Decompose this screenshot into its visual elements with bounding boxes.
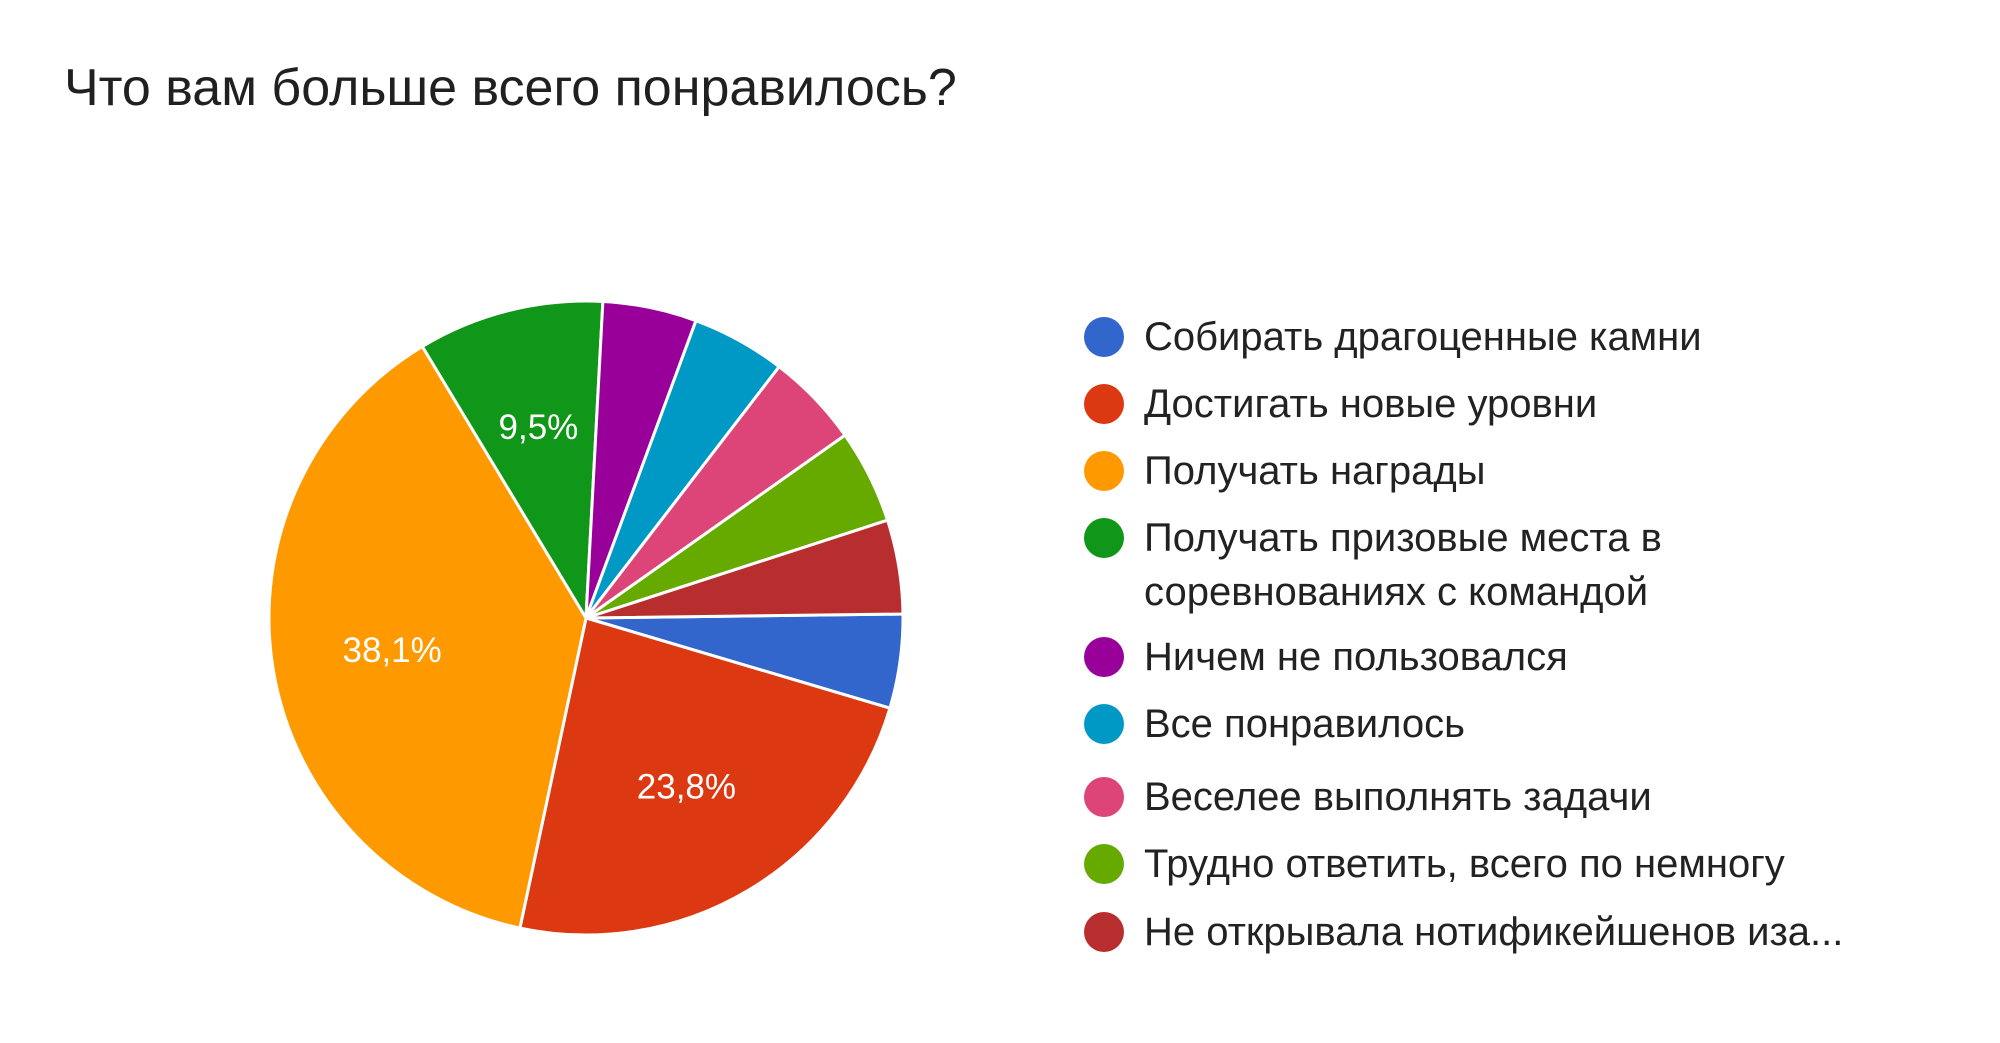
pie-chart: 23,8% 38,1% 9,5% — [267, 299, 905, 937]
legend-label: Трудно ответить, всего по немногу — [1144, 842, 1785, 886]
legend-label: Получать призовые места в соревнованиях … — [1144, 516, 1662, 614]
legend-label: Достигать новые уровни — [1144, 382, 1598, 426]
legend-swatch — [1084, 912, 1124, 952]
pie-slice — [420, 299, 605, 620]
pie-slice — [584, 518, 905, 620]
legend-swatch — [1084, 384, 1124, 424]
slice-data-label: 38,1% — [343, 631, 442, 670]
legend-swatch — [1084, 704, 1124, 744]
legend-label: Не открывала нотификейшенов иза... — [1144, 910, 1844, 954]
legend-swatch — [1084, 844, 1124, 884]
legend-swatch — [1084, 317, 1124, 357]
chart-title: Что вам больше всего понравилось? — [64, 59, 957, 117]
slice-data-label: 9,5% — [499, 408, 579, 447]
chart-legend: Собирать драгоценные камни Достигать новы… — [1080, 0, 1980, 1043]
legend-label: Веселее выполнять задачи — [1144, 775, 1652, 819]
pie-slice — [518, 616, 892, 937]
legend-label: Ничем не пользовался — [1144, 635, 1568, 679]
legend-label: Собирать драгоценные камни — [1144, 315, 1702, 359]
pie-slice — [267, 345, 588, 930]
legend-label: Все понравилось — [1144, 702, 1465, 746]
legend-label: Получать награды — [1144, 449, 1486, 493]
legend-swatch — [1084, 777, 1124, 817]
legend-swatch — [1084, 518, 1124, 558]
legend-swatch — [1084, 451, 1124, 491]
legend-swatch — [1084, 637, 1124, 677]
slice-data-label: 23,8% — [637, 767, 736, 806]
